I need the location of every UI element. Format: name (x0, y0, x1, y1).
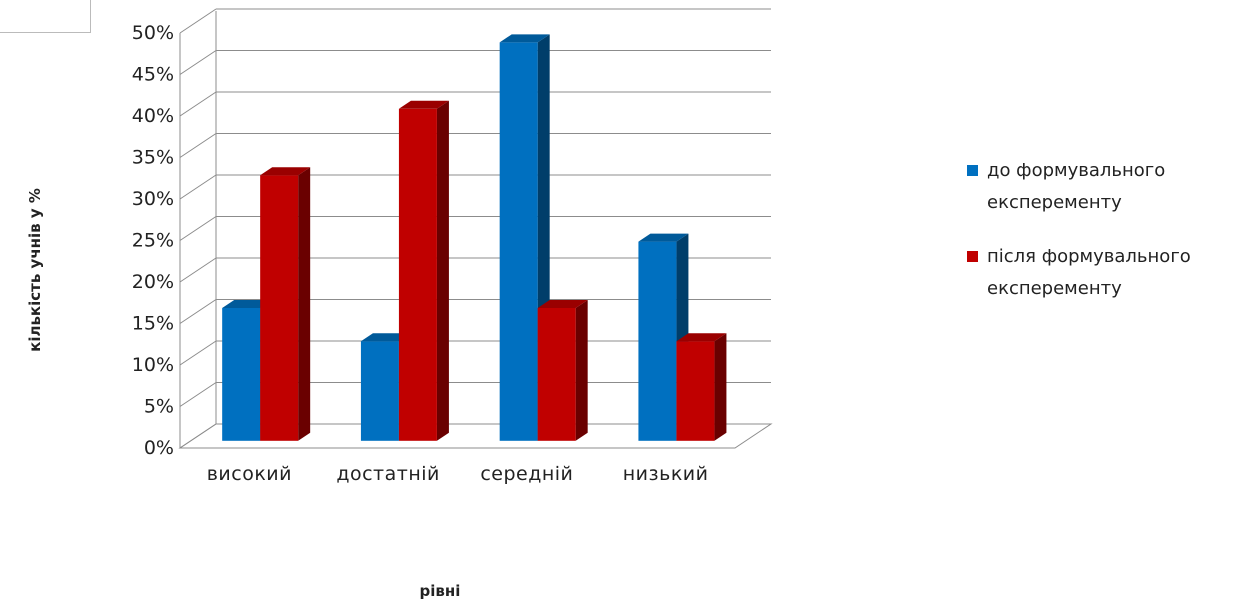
y-tick-label: 25% (132, 230, 174, 252)
legend-label-line2: експеременту (987, 192, 1122, 213)
bar-top (638, 233, 689, 242)
legend-item: після формувального експеременту (967, 246, 1191, 299)
bar-side (436, 100, 449, 441)
x-tick-label: низький (623, 463, 709, 485)
y-tick-label: 50% (132, 22, 174, 44)
bar-side (575, 300, 588, 441)
y-tick-label: 20% (132, 271, 174, 293)
bar-front (499, 42, 538, 441)
gridline-diagonal (179, 257, 217, 283)
gridline-diagonal (179, 340, 217, 366)
bar-top (222, 300, 273, 308)
bar (260, 167, 311, 441)
bar (638, 233, 689, 441)
y-tick-label: 10% (132, 354, 174, 376)
bar-top (360, 333, 411, 342)
bar-front (260, 175, 299, 441)
gridline-diagonal (179, 91, 217, 117)
x-axis-title: рівні (420, 582, 461, 600)
bar-front (537, 308, 576, 441)
bar-top (537, 300, 588, 308)
legend-label-line1: після формувального (987, 246, 1191, 267)
bar-side (714, 333, 727, 441)
y-tick-labels: 0% 5% 10% 15% 20% 25% 30% 35% 40% 45% 50% (132, 22, 174, 459)
x-tick-label: високий (207, 463, 292, 485)
gridline-diagonal (179, 133, 217, 158)
y-tick-label: 30% (132, 188, 174, 210)
y-tick-label: 40% (132, 105, 174, 127)
gridline-diagonal (179, 423, 217, 449)
bar-top (398, 100, 449, 109)
bar (676, 333, 727, 441)
y-tick-label: 45% (132, 64, 174, 86)
gridline-diagonal (179, 382, 217, 407)
gridline-diagonal (179, 8, 217, 34)
corner-box (0, 0, 91, 33)
bar (398, 100, 449, 441)
bar-top (499, 34, 550, 43)
bar-front (676, 341, 715, 441)
legend-label-line2: експеременту (987, 278, 1122, 299)
y-tick-label: 15% (132, 313, 174, 335)
gridline-diagonal (179, 174, 217, 200)
bar (499, 34, 550, 441)
x-tick-label: середній (480, 463, 573, 485)
legend-label-line1: до формувального (987, 160, 1165, 181)
y-tick-label: 5% (144, 396, 174, 418)
bar-front (398, 108, 437, 441)
legend-item: до формувального експеременту (967, 160, 1165, 213)
gridline-diagonal (179, 299, 217, 324)
legend-swatch (967, 165, 978, 176)
x-tick-label: достатній (336, 463, 440, 485)
y-tick-label: 0% (144, 437, 174, 459)
y-tick-label: 35% (132, 147, 174, 169)
bar (537, 300, 588, 441)
bar-front (638, 241, 677, 441)
bars (222, 34, 727, 441)
bar-top (676, 333, 727, 342)
bar-front (360, 341, 399, 441)
bar-front (222, 308, 261, 441)
bar-top (260, 167, 311, 176)
x-tick-labels: високий достатній середній низький (207, 463, 709, 485)
gridline-diagonal (179, 50, 217, 75)
gridline-diagonal (179, 216, 217, 241)
y-axis-title: кількість учнів у % (26, 188, 44, 352)
bar-side (298, 167, 311, 441)
legend-swatch (967, 251, 978, 262)
